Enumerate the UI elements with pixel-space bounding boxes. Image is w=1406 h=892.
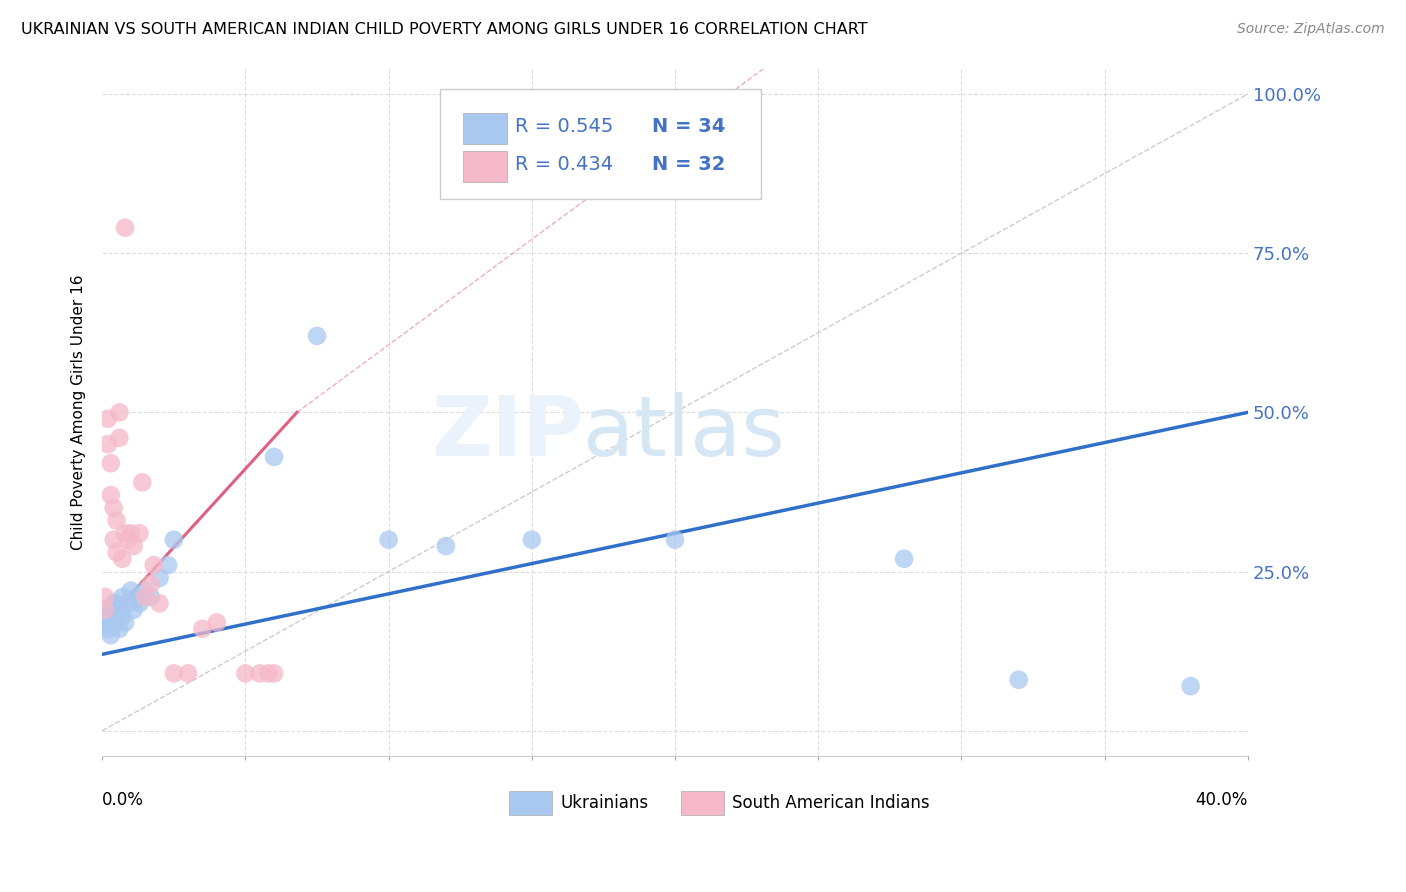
Point — [100, 628, 122, 642]
Point — [139, 590, 162, 604]
Text: R = 0.545: R = 0.545 — [515, 118, 613, 136]
Point — [893, 551, 915, 566]
Point — [177, 666, 200, 681]
Point — [191, 622, 214, 636]
Point — [94, 590, 117, 604]
Point — [105, 514, 128, 528]
Point — [157, 558, 180, 573]
Text: 0.0%: 0.0% — [103, 791, 143, 809]
Text: ZIP: ZIP — [430, 392, 583, 474]
Point — [111, 609, 134, 624]
Point — [205, 615, 228, 630]
Point — [163, 666, 186, 681]
Point — [120, 526, 142, 541]
Point — [94, 603, 117, 617]
Point — [97, 437, 120, 451]
Point — [128, 596, 150, 610]
Point — [163, 533, 186, 547]
FancyBboxPatch shape — [440, 89, 761, 199]
Text: Ukrainians: Ukrainians — [561, 794, 648, 812]
Point — [105, 596, 128, 610]
Text: 40.0%: 40.0% — [1195, 791, 1249, 809]
Point — [134, 590, 156, 604]
Text: Source: ZipAtlas.com: Source: ZipAtlas.com — [1237, 22, 1385, 37]
Point — [103, 609, 125, 624]
Text: South American Indians: South American Indians — [733, 794, 929, 812]
Point — [108, 622, 131, 636]
Point — [235, 666, 257, 681]
FancyBboxPatch shape — [509, 791, 553, 814]
Point — [108, 431, 131, 445]
Point — [105, 545, 128, 559]
Point — [148, 571, 170, 585]
FancyBboxPatch shape — [463, 151, 506, 182]
Point — [111, 551, 134, 566]
Point — [257, 666, 280, 681]
Point — [305, 329, 328, 343]
Point — [103, 596, 125, 610]
Point — [263, 450, 285, 464]
Point — [122, 603, 145, 617]
Point — [94, 615, 117, 630]
Point — [108, 405, 131, 419]
Point — [97, 622, 120, 636]
Point — [142, 558, 165, 573]
FancyBboxPatch shape — [463, 113, 506, 145]
Point — [100, 615, 122, 630]
Point — [134, 583, 156, 598]
Point — [125, 590, 148, 604]
Text: R = 0.434: R = 0.434 — [515, 155, 613, 174]
Point — [377, 533, 399, 547]
Point — [100, 488, 122, 502]
Point — [114, 615, 136, 630]
Point — [128, 526, 150, 541]
Point — [131, 475, 153, 490]
Point — [122, 539, 145, 553]
Point — [114, 526, 136, 541]
Point — [103, 500, 125, 515]
Point — [114, 220, 136, 235]
Point — [120, 583, 142, 598]
Point — [249, 666, 271, 681]
Point — [1180, 679, 1202, 693]
FancyBboxPatch shape — [681, 791, 724, 814]
Point — [97, 609, 120, 624]
Point — [139, 577, 162, 591]
Point — [520, 533, 543, 547]
Point — [664, 533, 686, 547]
Point — [103, 533, 125, 547]
Point — [263, 666, 285, 681]
Text: N = 34: N = 34 — [652, 118, 725, 136]
Point — [117, 533, 139, 547]
Point — [100, 456, 122, 470]
Text: N = 32: N = 32 — [652, 155, 725, 174]
Text: UKRAINIAN VS SOUTH AMERICAN INDIAN CHILD POVERTY AMONG GIRLS UNDER 16 CORRELATIO: UKRAINIAN VS SOUTH AMERICAN INDIAN CHILD… — [21, 22, 868, 37]
Point — [111, 590, 134, 604]
Point — [97, 411, 120, 425]
Point — [105, 615, 128, 630]
Point — [148, 596, 170, 610]
Text: atlas: atlas — [583, 392, 785, 474]
Point — [117, 596, 139, 610]
Point — [434, 539, 457, 553]
Point — [1008, 673, 1031, 687]
Y-axis label: Child Poverty Among Girls Under 16: Child Poverty Among Girls Under 16 — [72, 275, 86, 550]
Point — [94, 603, 117, 617]
Point — [108, 603, 131, 617]
